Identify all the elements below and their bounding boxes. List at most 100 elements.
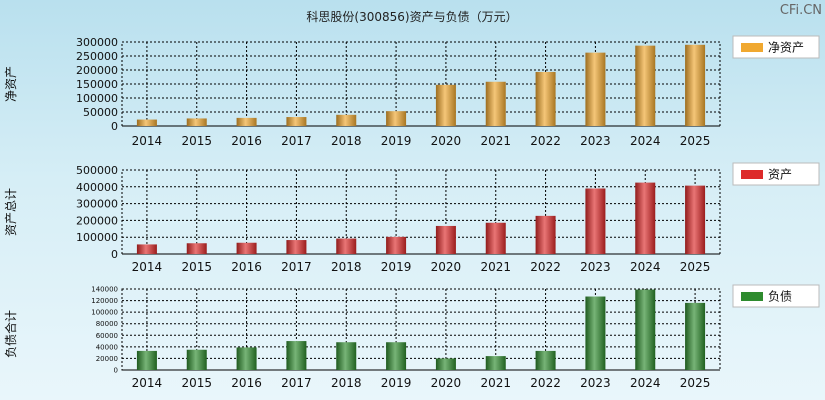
y-axis-label: 负债合计 — [3, 310, 18, 358]
bar-2014 — [136, 244, 157, 254]
bar-2016 — [236, 347, 257, 370]
bar-2020 — [435, 358, 456, 370]
y-tick-label: 60000 — [96, 332, 118, 340]
x-tick-label: 2016 — [231, 260, 262, 274]
plot-frame — [121, 288, 721, 371]
x-tick-label: 2024 — [630, 376, 661, 390]
chart-title: 科思股份(300856)资产与负债（万元） — [306, 10, 517, 24]
y-tick-label: 100000 — [76, 231, 118, 244]
bar-2014 — [136, 350, 157, 370]
y-tick-label: 0 — [111, 248, 118, 261]
bar-2022 — [535, 71, 556, 126]
x-tick-label: 2018 — [331, 134, 362, 148]
legend: 净资产 — [732, 35, 820, 59]
x-tick-label: 2015 — [181, 376, 212, 390]
x-tick-label: 2024 — [630, 260, 661, 274]
x-tick-label: 2024 — [630, 134, 661, 148]
x-tick-label: 2020 — [431, 134, 462, 148]
bar-2025 — [685, 302, 706, 370]
bar-2022 — [535, 215, 556, 254]
bar-2017 — [286, 341, 307, 370]
x-tick-label: 2017 — [281, 134, 312, 148]
x-tick-label: 2016 — [231, 134, 262, 148]
x-tick-label: 2022 — [530, 376, 561, 390]
y-tick-label: 140000 — [91, 286, 118, 294]
watermark: CFi.CN — [780, 3, 822, 18]
legend-label: 负债 — [768, 290, 792, 304]
bar-2017 — [286, 240, 307, 254]
bar-2014 — [136, 119, 157, 126]
bar-2024 — [635, 182, 656, 254]
x-tick-label: 2019 — [381, 260, 412, 274]
y-tick-label: 100000 — [91, 309, 118, 317]
bar-2015 — [186, 118, 207, 126]
plot-area — [122, 289, 720, 370]
bar-2021 — [485, 356, 506, 370]
bar-2022 — [535, 350, 556, 370]
legend-swatch — [741, 43, 763, 52]
chart-panel-2: 0 100000 200000 300000 400000 500000 2014 2015 2… — [4, 162, 820, 274]
x-tick-label: 2015 — [181, 134, 212, 148]
y-tick-label: 0 — [111, 120, 118, 133]
bar-2021 — [485, 222, 506, 254]
x-tick-label: 2015 — [181, 260, 212, 274]
x-tick-label: 2018 — [331, 260, 362, 274]
y-tick-label: 500000 — [76, 164, 118, 177]
x-tick-label: 2025 — [680, 134, 711, 148]
y-axis-label: 资产总计 — [4, 188, 18, 236]
x-tick-label: 2025 — [680, 260, 711, 274]
y-tick-label: 50000 — [83, 106, 118, 119]
bar-2023 — [585, 188, 606, 254]
x-tick-label: 2018 — [331, 376, 362, 390]
y-tick-label: 150000 — [76, 78, 118, 91]
x-tick-label: 2023 — [580, 260, 611, 274]
bar-2017 — [286, 117, 307, 126]
x-tick-label: 2014 — [132, 260, 163, 274]
legend: 负债 — [732, 284, 820, 308]
bar-2025 — [685, 44, 706, 126]
bar-2019 — [386, 111, 407, 126]
y-tick-label: 20000 — [96, 355, 118, 363]
x-tick-label: 2025 — [680, 376, 711, 390]
y-tick-label: 80000 — [96, 320, 118, 328]
bar-2023 — [585, 52, 606, 126]
y-tick-label: 200000 — [76, 214, 118, 227]
bar-2021 — [485, 81, 506, 126]
y-tick-label: 250000 — [76, 50, 118, 63]
bar-2020 — [435, 84, 456, 126]
y-tick-label: 300000 — [76, 198, 118, 211]
bar-2019 — [386, 342, 407, 370]
legend-label: 资产 — [768, 168, 792, 182]
y-tick-label: 300000 — [76, 36, 118, 49]
legend-box — [732, 35, 820, 59]
x-tick-label: 2022 — [530, 260, 561, 274]
x-tick-label: 2017 — [281, 376, 312, 390]
x-tick-label: 2019 — [381, 376, 412, 390]
legend: 资产 — [732, 162, 820, 186]
bar-2020 — [435, 225, 456, 254]
bar-2015 — [186, 349, 207, 370]
x-tick-label: 2020 — [431, 376, 462, 390]
x-tick-label: 2014 — [132, 376, 163, 390]
x-tick-label: 2023 — [580, 134, 611, 148]
y-tick-label: 400000 — [76, 181, 118, 194]
x-tick-label: 2019 — [381, 134, 412, 148]
x-tick-label: 2021 — [480, 376, 511, 390]
x-tick-label: 2020 — [431, 260, 462, 274]
x-tick-label: 2021 — [480, 134, 511, 148]
y-tick-label: 0 — [114, 367, 118, 375]
y-tick-label: 100000 — [76, 92, 118, 105]
y-tick-label: 120000 — [91, 297, 118, 305]
legend-box — [732, 284, 820, 308]
bar-2016 — [236, 117, 257, 126]
bar-2023 — [585, 296, 606, 370]
plot-frame — [121, 169, 721, 255]
chart-panel-3: 0 20000 40000 60000 80000 100000 120000 140000 2… — [3, 284, 820, 390]
y-axis-label: 净资产 — [4, 66, 18, 102]
y-tick-label: 40000 — [96, 343, 118, 351]
y-tick-label: 200000 — [76, 64, 118, 77]
bar-2018 — [336, 114, 357, 126]
x-tick-label: 2017 — [281, 260, 312, 274]
x-tick-label: 2022 — [530, 134, 561, 148]
